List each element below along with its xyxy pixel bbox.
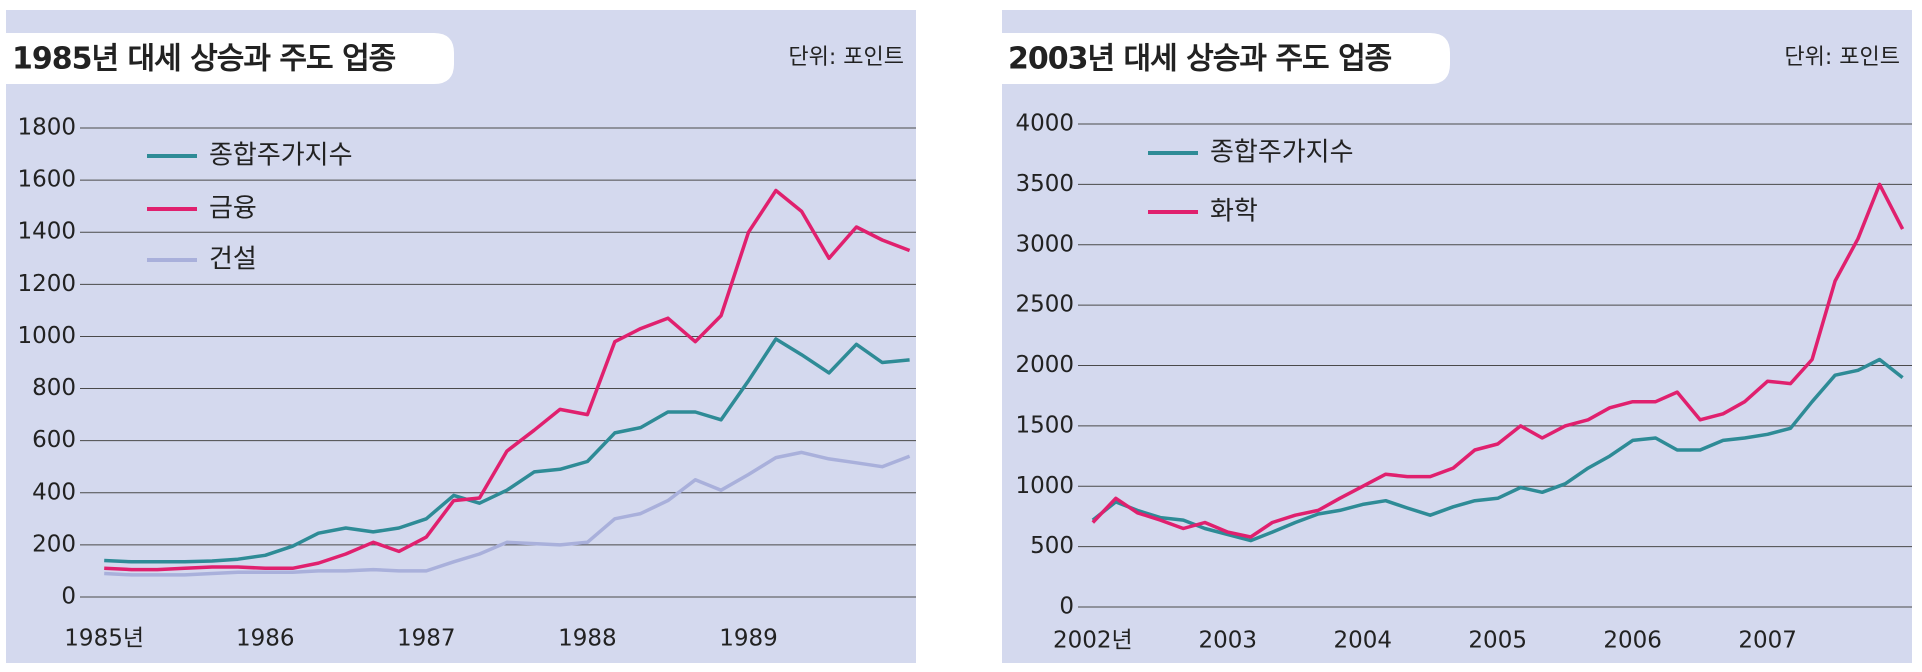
title-box: [6, 33, 454, 84]
legend-label: 화학: [1210, 197, 1258, 227]
y-tick-label: 0: [61, 584, 76, 610]
y-tick-label: 4000: [1015, 111, 1074, 137]
y-tick-label: 1800: [17, 115, 76, 141]
x-tick-label: 1987: [397, 626, 456, 652]
legend-label: 종합주가지수: [209, 141, 353, 171]
series-line: [1091, 182, 1905, 539]
x-tick-label: 1985년: [64, 626, 144, 652]
panel-background: [1002, 10, 1912, 663]
series-line: [104, 188, 911, 572]
x-tick-label: 1989: [719, 626, 778, 652]
series-line: [104, 450, 911, 577]
y-tick-label: 200: [32, 531, 76, 557]
x-tick-label: 2007: [1738, 628, 1797, 654]
x-tick-label: 1988: [558, 626, 617, 652]
y-tick-label: 800: [32, 375, 76, 401]
legend-label: 건설: [209, 245, 257, 275]
x-tick-label: 2002년: [1053, 628, 1133, 654]
y-tick-label: 1000: [1015, 473, 1074, 499]
y-tick-label: 3500: [1015, 171, 1074, 197]
x-tick-label: 2003: [1199, 628, 1258, 654]
x-tick-label: 2004: [1333, 628, 1392, 654]
chart-title: 1985년 대세 상승과 주도 업종: [12, 42, 396, 77]
y-tick-label: 400: [32, 479, 76, 505]
y-tick-label: 3000: [1015, 231, 1074, 257]
y-tick-label: 1000: [17, 323, 76, 349]
legend-label: 금융: [209, 194, 257, 224]
series-line: [1091, 357, 1904, 543]
chart-title: 2003년 대세 상승과 주도 업종: [1008, 42, 1392, 77]
panel: 1985년 대세 상승과 주도 업종 단위: 포인트 0 200 400 600 800…: [6, 10, 916, 663]
y-tick-label: 1600: [17, 167, 76, 193]
series-line: [104, 337, 910, 564]
y-tick-label: 0: [1059, 594, 1074, 620]
legend-label: 종합주가지수: [1210, 138, 1354, 168]
y-tick-label: 1500: [1015, 412, 1074, 438]
panel: 2003년 대세 상승과 주도 업종 단위: 포인트 0 500 1000 1500 2…: [1002, 10, 1912, 663]
x-tick-label: 2005: [1468, 628, 1527, 654]
x-tick-label: 1986: [236, 626, 295, 652]
y-tick-label: 600: [32, 427, 76, 453]
unit-label: 단위: 포인트: [1784, 45, 1900, 70]
y-tick-label: 1200: [17, 271, 76, 297]
title-box: [1002, 33, 1450, 84]
y-tick-label: 1400: [17, 219, 76, 245]
x-tick-label: 2006: [1603, 628, 1662, 654]
unit-label: 단위: 포인트: [788, 45, 904, 70]
y-tick-label: 2500: [1015, 292, 1074, 318]
y-tick-label: 500: [1030, 533, 1074, 559]
y-tick-label: 2000: [1015, 352, 1074, 378]
